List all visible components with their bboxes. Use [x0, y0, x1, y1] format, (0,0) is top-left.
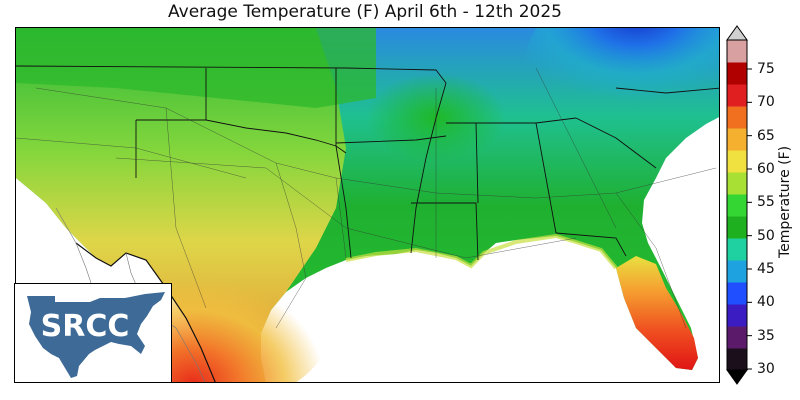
colorbar-tick-label: 55	[757, 194, 775, 211]
colorbar-tick-label: 30	[757, 361, 775, 377]
colorbar-tick-label: 40	[757, 294, 775, 311]
colorbar-tick-label: 75	[757, 61, 775, 77]
colorbar-band	[727, 62, 747, 85]
colorbar-band	[727, 260, 747, 283]
colorbar-band	[727, 238, 747, 261]
map-title: Average Temperature (F) April 6th - 12th…	[168, 2, 562, 22]
colorbar-band	[727, 326, 747, 349]
colorbar-band	[727, 194, 747, 217]
srcc-logo-map-icon	[27, 292, 165, 378]
temperature-map	[15, 27, 720, 383]
appalachian-cold-area	[526, 28, 719, 128]
colorbar-band	[727, 84, 747, 107]
colorbar-tick-label: 60	[757, 161, 775, 177]
colorbar-band	[727, 172, 747, 195]
colorbar-title: Temperature (F)	[777, 145, 793, 258]
colorbar-band	[727, 348, 747, 371]
colorbar-band	[727, 150, 747, 173]
florida-warm-area	[616, 256, 698, 370]
colorbar-tick-label: 65	[757, 127, 775, 144]
colorbar-tick-label: 35	[757, 327, 775, 344]
colorbar-tick-label: 45	[757, 261, 775, 277]
colorbar-band	[727, 106, 747, 129]
colorbar-band	[727, 282, 747, 305]
srcc-logo-text: SRCC	[41, 309, 130, 344]
colorbar-band	[727, 40, 747, 63]
colorbar	[726, 25, 752, 385]
colorbar-band	[727, 304, 747, 327]
colorbar-extend-low	[726, 369, 748, 385]
colorbar-band	[727, 216, 747, 239]
colorbar-tick-label: 50	[757, 227, 775, 244]
colorbar-tick-label: 70	[757, 94, 775, 111]
colorbar-band	[727, 128, 747, 151]
srcc-logo-box: SRCC	[14, 283, 172, 383]
colorbar-extend-high	[726, 25, 748, 41]
